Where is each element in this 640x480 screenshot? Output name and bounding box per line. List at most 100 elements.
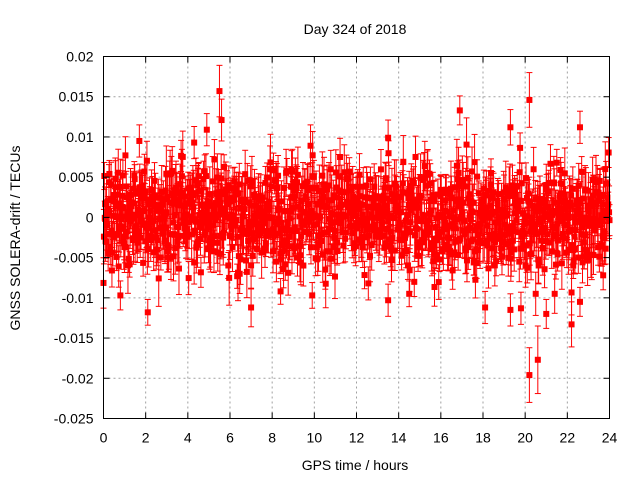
point-marker: [135, 229, 142, 236]
point-marker: [113, 231, 120, 238]
point-marker: [294, 179, 301, 186]
point-marker: [307, 244, 314, 251]
point-marker: [209, 178, 216, 185]
point-marker: [164, 248, 171, 255]
point-marker: [365, 280, 372, 287]
point-marker: [268, 183, 275, 190]
point-marker: [281, 208, 288, 215]
data-point: [517, 132, 524, 164]
point-marker: [204, 219, 211, 226]
data-point: [493, 245, 500, 277]
point-marker: [400, 189, 407, 196]
data-point: [226, 250, 233, 306]
point-marker: [225, 182, 232, 189]
point-marker: [455, 251, 462, 258]
point-marker: [447, 247, 454, 254]
data-point: [342, 215, 349, 250]
point-marker: [276, 206, 283, 213]
point-marker: [467, 216, 474, 223]
point-marker: [150, 217, 157, 224]
point-marker: [173, 189, 180, 196]
point-marker: [366, 252, 373, 259]
point-marker: [379, 206, 386, 213]
point-marker: [412, 153, 419, 160]
point-marker: [470, 199, 477, 206]
point-marker: [163, 209, 170, 216]
point-marker: [163, 170, 170, 177]
point-marker: [380, 192, 387, 199]
point-marker: [120, 204, 127, 211]
point-marker: [419, 239, 426, 246]
point-marker: [504, 193, 511, 200]
point-marker: [324, 186, 331, 193]
point-marker: [380, 197, 387, 204]
point-marker: [319, 172, 326, 179]
point-marker: [211, 156, 218, 163]
point-marker: [493, 258, 500, 265]
point-marker: [131, 176, 138, 183]
point-marker: [435, 279, 442, 286]
point-marker: [454, 216, 461, 223]
point-marker: [426, 225, 433, 232]
point-marker: [159, 201, 166, 208]
data-point: [361, 260, 368, 290]
point-marker: [415, 252, 422, 259]
point-marker: [358, 234, 365, 241]
point-marker: [495, 191, 502, 198]
point-marker: [285, 269, 292, 276]
point-marker: [105, 209, 112, 216]
point-marker: [284, 218, 291, 225]
data-point: [179, 130, 186, 184]
point-marker: [234, 233, 241, 240]
point-marker: [248, 178, 255, 185]
point-marker: [160, 196, 167, 203]
point-marker: [194, 239, 201, 246]
point-marker: [108, 227, 115, 234]
point-marker: [241, 206, 248, 213]
point-marker: [165, 244, 172, 251]
point-marker: [322, 280, 329, 287]
point-marker: [433, 252, 440, 259]
point-marker: [504, 224, 511, 231]
point-marker: [511, 246, 518, 253]
point-marker: [186, 219, 193, 226]
data-point: [140, 249, 147, 277]
point-marker: [379, 232, 386, 239]
data-point: [470, 183, 477, 223]
point-marker: [509, 237, 516, 244]
point-marker: [490, 189, 497, 196]
point-marker: [302, 193, 309, 200]
point-marker: [243, 268, 250, 275]
point-marker: [216, 250, 223, 257]
data-point: [471, 133, 478, 191]
point-marker: [326, 182, 333, 189]
point-marker: [117, 183, 124, 190]
point-marker: [415, 197, 422, 204]
point-marker: [258, 249, 265, 256]
point-marker: [267, 159, 274, 166]
point-marker: [371, 183, 378, 190]
point-marker: [192, 177, 199, 184]
point-marker: [143, 157, 150, 164]
point-marker: [335, 173, 342, 180]
point-marker: [377, 229, 384, 236]
point-marker: [296, 252, 303, 259]
point-marker: [434, 215, 441, 222]
point-marker: [170, 253, 177, 260]
point-marker: [113, 214, 120, 221]
point-marker: [473, 260, 480, 267]
point-marker: [363, 182, 370, 189]
point-marker: [232, 185, 239, 192]
point-marker: [412, 232, 419, 239]
point-marker: [431, 283, 438, 290]
point-marker: [127, 191, 134, 198]
point-marker: [162, 224, 169, 231]
point-marker: [352, 212, 359, 219]
point-marker: [426, 170, 433, 177]
point-marker: [300, 262, 307, 269]
point-marker: [436, 234, 443, 241]
point-marker: [363, 218, 370, 225]
point-marker: [385, 184, 392, 191]
point-marker: [166, 199, 173, 206]
point-marker: [464, 174, 471, 181]
